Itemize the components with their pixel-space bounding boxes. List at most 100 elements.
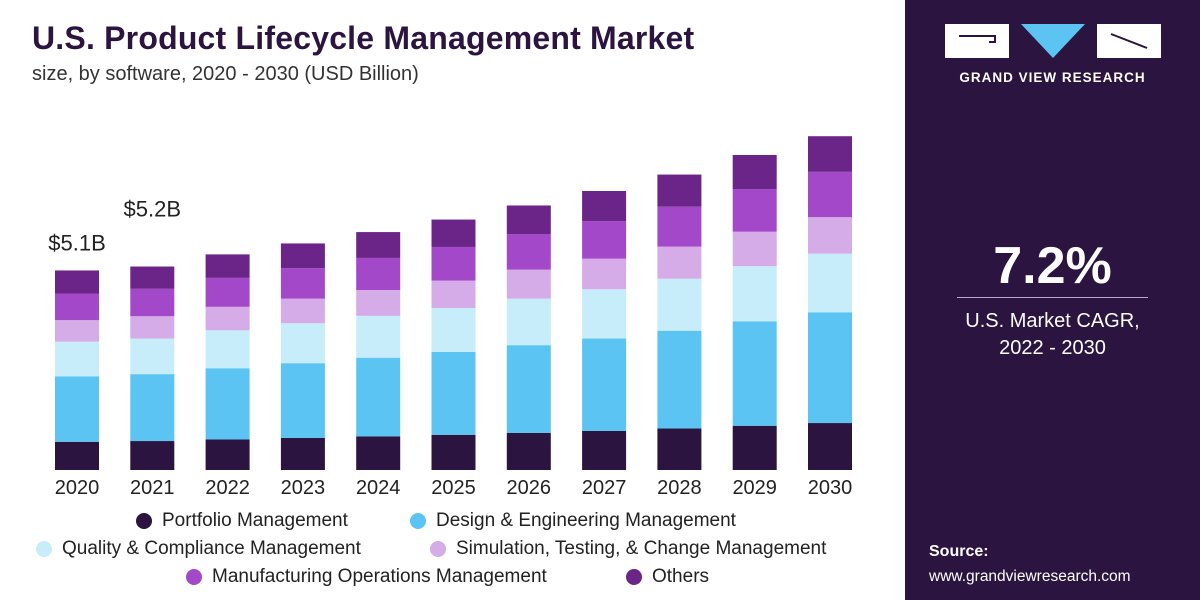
legend-label: Others — [652, 566, 710, 587]
bar-portfolio-management-2022 — [205, 439, 250, 470]
bar-simulation-testing-and-change-management-2020 — [55, 320, 99, 342]
bar-simulation-testing-and-change-management-2021 — [130, 316, 175, 339]
bar-design-and-engineering-management-2026 — [506, 345, 551, 433]
bar-quality-and-compliance-management-2026 — [506, 298, 551, 346]
bar-others-2025 — [431, 219, 476, 247]
bar-manufacturing-operations-management-2026 — [506, 234, 551, 270]
data-label-2021: $5.2B — [124, 197, 182, 222]
bar-manufacturing-operations-management-2023 — [280, 268, 325, 299]
bar-quality-and-compliance-management-2027 — [582, 289, 627, 339]
bar-simulation-testing-and-change-management-2026 — [506, 269, 551, 299]
legend-swatch — [410, 513, 426, 529]
sidebar-panel: GRAND VIEW RESEARCH 7.2% U.S. Market CAG… — [905, 0, 1200, 600]
bar-manufacturing-operations-management-2030 — [808, 171, 852, 218]
bar-others-2022 — [205, 254, 250, 278]
bar-stack-2024 — [356, 232, 401, 470]
x-tick-label-2028: 2028 — [657, 477, 702, 499]
bar-portfolio-management-2021 — [130, 441, 175, 470]
bar-manufacturing-operations-management-2020 — [55, 293, 99, 321]
bar-design-and-engineering-management-2028 — [657, 330, 702, 429]
bar-portfolio-management-2026 — [506, 432, 551, 470]
bar-portfolio-management-2030 — [808, 423, 852, 470]
bar-simulation-testing-and-change-management-2030 — [808, 217, 852, 254]
legend-item-simulation-testing-and-change-management: Simulation, Testing, & Change Management — [430, 538, 826, 560]
x-tick-label-2022: 2022 — [205, 477, 250, 499]
bar-others-2020 — [55, 270, 99, 294]
bar-others-2024 — [356, 232, 401, 258]
bar-stack-2023 — [280, 243, 325, 470]
bar-quality-and-compliance-management-2023 — [280, 323, 325, 364]
bar-quality-and-compliance-management-2024 — [356, 315, 401, 358]
bar-stack-2028 — [657, 174, 702, 470]
bar-simulation-testing-and-change-management-2027 — [582, 258, 627, 290]
bar-design-and-engineering-management-2023 — [280, 363, 325, 438]
legend-item-quality-and-compliance-management: Quality & Compliance Management — [36, 538, 361, 560]
bar-design-and-engineering-management-2030 — [808, 312, 852, 424]
bar-others-2029 — [732, 155, 777, 190]
chart-title: U.S. Product Lifecycle Management Market — [32, 20, 695, 56]
bar-portfolio-management-2027 — [582, 430, 627, 470]
bar-others-2023 — [280, 243, 325, 269]
bar-others-2028 — [657, 174, 702, 207]
x-tick-label-2020: 2020 — [55, 477, 100, 499]
x-tick-label-2026: 2026 — [507, 477, 552, 499]
legend-swatch — [626, 569, 642, 585]
legend-item-manufacturing-operations-management: Manufacturing Operations Management — [186, 566, 547, 588]
bar-others-2027 — [582, 191, 627, 222]
source-url[interactable]: www.grandviewresearch.com — [929, 568, 1131, 585]
bar-portfolio-management-2028 — [657, 428, 702, 470]
bar-simulation-testing-and-change-management-2029 — [732, 231, 777, 267]
bar-simulation-testing-and-change-management-2022 — [205, 306, 250, 331]
bar-stack-2030 — [808, 136, 852, 470]
bar-portfolio-management-2024 — [356, 436, 401, 470]
grand-view-research-logo — [945, 24, 1161, 58]
bar-stack-2029 — [732, 155, 777, 470]
bar-quality-and-compliance-management-2030 — [808, 253, 852, 313]
bar-design-and-engineering-management-2020 — [55, 376, 99, 442]
cagr-label-line2: 2022 - 2030 — [999, 337, 1106, 359]
legend-item-design-and-engineering-management: Design & Engineering Management — [410, 510, 736, 532]
bar-manufacturing-operations-management-2027 — [582, 221, 627, 259]
legend-swatch — [430, 541, 446, 557]
legend-item-portfolio-management: Portfolio Management — [136, 510, 348, 532]
bar-manufacturing-operations-management-2025 — [431, 246, 476, 281]
bar-design-and-engineering-management-2024 — [356, 357, 401, 437]
legend-label: Design & Engineering Management — [436, 510, 736, 531]
legend-label: Simulation, Testing, & Change Management — [456, 538, 827, 559]
bar-design-and-engineering-management-2021 — [130, 374, 175, 442]
bar-quality-and-compliance-management-2020 — [55, 341, 99, 377]
bar-quality-and-compliance-management-2022 — [205, 330, 250, 369]
legend-swatch — [136, 513, 152, 529]
bar-stack-2021 — [130, 266, 175, 470]
legend-swatch — [36, 541, 52, 557]
legend-swatch — [186, 569, 202, 585]
bar-simulation-testing-and-change-management-2024 — [356, 290, 401, 316]
bar-quality-and-compliance-management-2029 — [732, 266, 777, 322]
bar-manufacturing-operations-management-2022 — [205, 277, 250, 307]
source-label: Source: — [929, 543, 989, 560]
legend-label: Quality & Compliance Management — [62, 538, 361, 559]
bar-stack-2027 — [582, 191, 627, 470]
bar-quality-and-compliance-management-2028 — [657, 278, 702, 331]
x-tick-label-2024: 2024 — [356, 477, 401, 499]
bar-manufacturing-operations-management-2029 — [732, 189, 777, 232]
x-tick-label-2021: 2021 — [130, 477, 175, 499]
bar-design-and-engineering-management-2022 — [205, 368, 250, 440]
bar-stack-2022 — [205, 254, 250, 470]
bar-quality-and-compliance-management-2021 — [130, 338, 175, 375]
legend-label: Portfolio Management — [162, 510, 348, 531]
bar-portfolio-management-2020 — [55, 441, 99, 470]
chart-subtitle: size, by software, 2020 - 2030 (USD Bill… — [32, 63, 419, 85]
chart-legend: Portfolio Management Design & Engineering… — [0, 506, 905, 600]
x-tick-label-2029: 2029 — [732, 477, 777, 499]
bar-design-and-engineering-management-2029 — [732, 321, 777, 426]
x-tick-label-2030: 2030 — [808, 477, 853, 499]
bar-portfolio-management-2023 — [280, 437, 325, 470]
bar-simulation-testing-and-change-management-2025 — [431, 280, 476, 308]
bar-stack-2020 — [55, 270, 99, 470]
bar-stack-2025 — [431, 219, 476, 470]
legend-label: Manufacturing Operations Management — [212, 566, 547, 587]
bar-others-2026 — [506, 205, 551, 235]
stacked-bar-chart: 2020 2021 2022 2023 2024 2025 2026 2027 2028 2029… — [48, 136, 853, 499]
